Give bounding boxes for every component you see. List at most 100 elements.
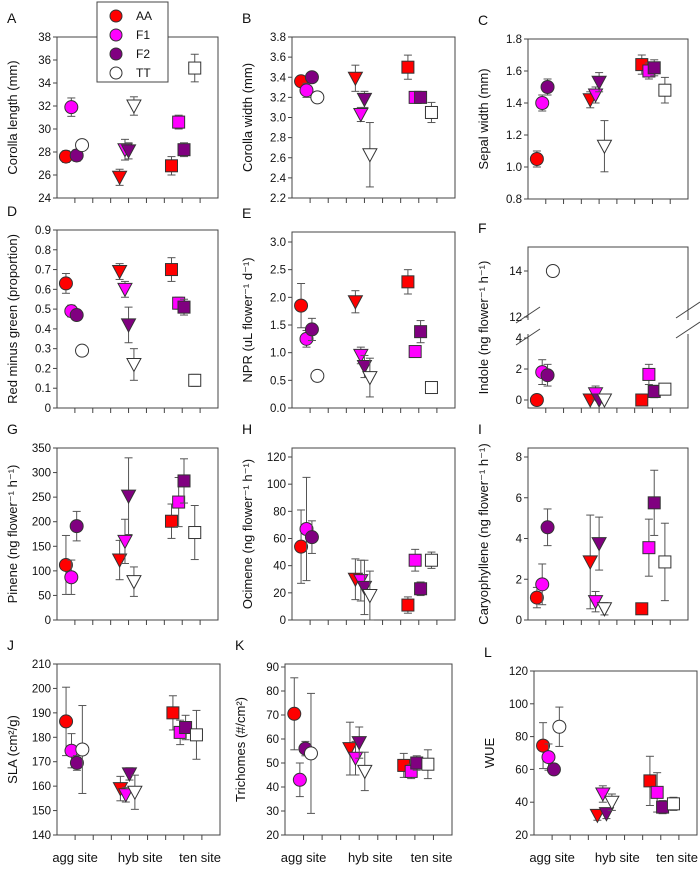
y-tick-label: 30 (38, 124, 51, 136)
point-tt-hyb-site (126, 575, 142, 590)
y-tick-label: 50 (38, 590, 51, 602)
y-tick-label: 190 (32, 708, 51, 720)
y-tick-label: 2.5 (270, 265, 286, 277)
point-tt-hyb-site (126, 357, 142, 373)
y-tick-label: 4 (516, 333, 523, 345)
point-f2-ten-site (177, 143, 191, 157)
point-aa-hyb-site (111, 170, 128, 186)
point-aa-agg-site (59, 714, 74, 729)
point-tt-hyb-site (362, 371, 378, 386)
y-axis-label: Red minus green (proportion) (5, 234, 20, 404)
point-tt-ten-site (424, 553, 438, 567)
y-tick-label: 80 (266, 686, 279, 698)
panel-letter: H (242, 421, 252, 437)
point-aa-agg-site (529, 393, 544, 407)
y-tick-label: 20 (273, 588, 286, 600)
y-tick-label: 250 (32, 492, 51, 504)
x-category-label: hyb site (348, 850, 393, 865)
y-tick-label: 100 (32, 566, 51, 578)
y-tick-label: 1.0 (270, 348, 286, 360)
point-f2-hyb-site (120, 144, 137, 159)
point-f1-hyb-site (117, 534, 133, 550)
y-tick-label: 60 (273, 534, 286, 546)
point-f2-hyb-site (356, 580, 373, 596)
point-f2-agg-site (69, 519, 84, 534)
point-f1-ten-site (172, 495, 186, 509)
legend-marker-f2 (109, 47, 123, 61)
point-tt-hyb-site (604, 795, 620, 811)
y-tick-label: 350 (32, 443, 51, 455)
panel-letter: A (7, 10, 17, 26)
point-aa-ten-site (164, 514, 178, 528)
point-tt-ten-site (424, 105, 438, 119)
panel-letter: K (235, 637, 245, 653)
point-f1-ten-site (408, 553, 422, 567)
point-f1-hyb-site (587, 595, 604, 610)
point-f1-agg-site (292, 772, 307, 787)
y-tick-label: 140 (32, 830, 51, 842)
y-tick-label: 160 (32, 781, 51, 793)
y-axis-label: Trichomes (#/cm²) (233, 697, 248, 802)
legend-label: AA (136, 9, 152, 23)
panel-letter: F (478, 220, 487, 236)
x-category-label: hyb site (595, 850, 640, 865)
point-aa-ten-site (635, 602, 649, 616)
point-aa-hyb-site (347, 71, 364, 87)
y-tick-label: 1.4 (506, 98, 523, 110)
y-tick-label: 30 (266, 806, 279, 818)
y-tick-label: 60 (515, 764, 528, 776)
point-tt-agg-site (545, 264, 560, 278)
point-tt-ten-site (421, 757, 435, 771)
point-tt-hyb-site (126, 99, 142, 115)
plot-frame (56, 229, 219, 409)
plot-frame (56, 663, 221, 836)
x-category-label: hyb site (118, 850, 163, 865)
y-tick-label: 20 (266, 830, 279, 842)
panel-letter: D (7, 203, 17, 219)
y-tick-label: 3.6 (270, 52, 286, 64)
y-tick-label: 50 (266, 758, 279, 770)
point-f2-hyb-site (591, 537, 607, 552)
point-f2-hyb-site (356, 92, 373, 108)
point-aa-hyb-site (582, 555, 599, 570)
point-f1-hyb-site (352, 107, 369, 123)
point-f1-hyb-site (117, 788, 134, 803)
legend-marker-f1 (109, 28, 123, 42)
panel-letter: G (7, 421, 18, 437)
y-axis-label: Corolla length (mm) (5, 60, 20, 174)
panel-letter: E (242, 205, 251, 221)
y-tick-label: 60 (266, 734, 279, 746)
point-f1-ten-site (172, 115, 186, 129)
y-tick-label: 90 (266, 662, 279, 674)
point-tt-agg-site (310, 90, 325, 105)
y-tick-label: 70 (266, 710, 279, 722)
point-tt-ten-site (666, 797, 680, 811)
y-tick-label: 1.8 (506, 34, 522, 46)
y-tick-label: 40 (273, 561, 286, 573)
y-tick-label: 4 (516, 534, 523, 546)
y-axis-label: Pinene (ng flower⁻¹ h⁻¹) (5, 465, 20, 604)
axis-break-mark (515, 328, 541, 346)
point-tt-agg-site (75, 343, 90, 358)
y-tick-label: 3.2 (270, 92, 286, 104)
panel-letter: J (7, 637, 14, 653)
point-tt-ten-site (188, 373, 202, 387)
y-axis-label: WUE (482, 738, 497, 769)
point-f2-hyb-site (591, 75, 607, 91)
point-f2-ten-site (414, 90, 428, 104)
plot-frame (56, 447, 219, 621)
point-f2-agg-site (540, 80, 555, 94)
point-f1-agg-site (541, 750, 556, 765)
axis-break-mark (675, 301, 700, 319)
plot-frame (284, 663, 453, 836)
y-tick-label: 1.6 (506, 66, 522, 78)
legend-label: TT (136, 66, 151, 80)
point-f1-ten-site (642, 367, 656, 381)
y-tick-label: 0 (516, 395, 522, 407)
y-tick-label: 38 (38, 32, 51, 44)
y-tick-label: 300 (32, 468, 51, 480)
point-aa-ten-site (166, 706, 180, 720)
y-tick-label: 210 (32, 659, 51, 671)
y-tick-label: 120 (267, 452, 286, 464)
point-tt-ten-site (189, 728, 203, 742)
